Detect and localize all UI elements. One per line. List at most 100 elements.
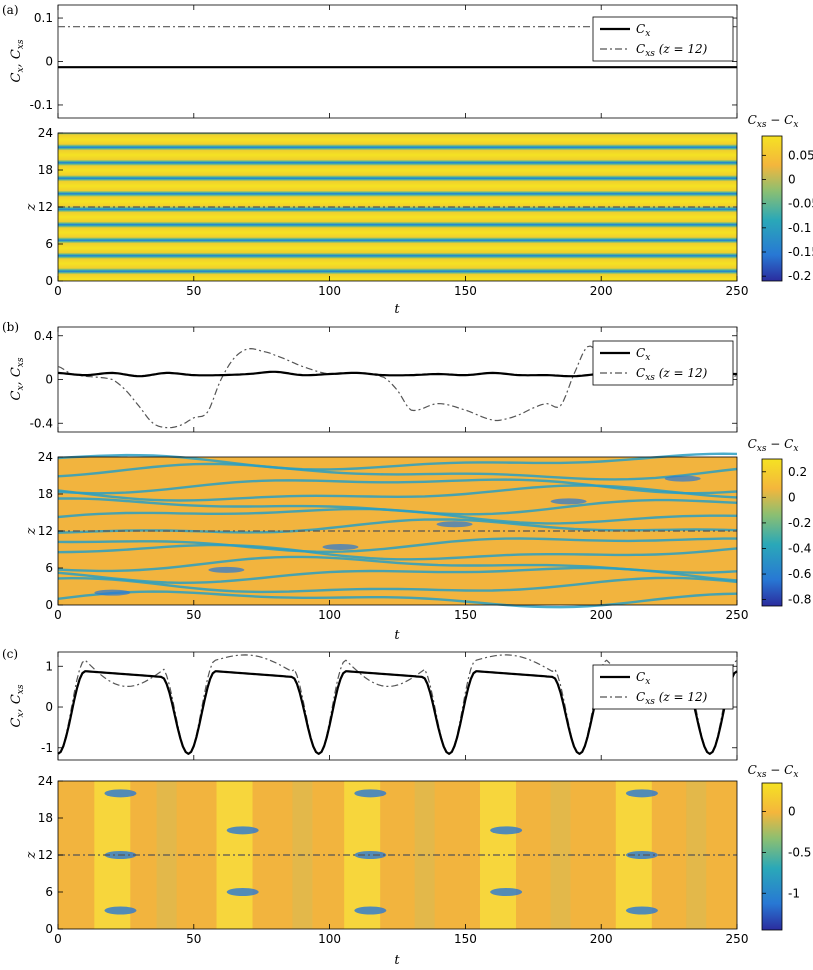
- colorbar-a-tick-label: 0.05: [788, 148, 813, 162]
- panel-c-line-ytick-label: -1: [41, 741, 53, 755]
- heatmap-b-streak: [57, 478, 738, 495]
- heatmap-b-streak: [57, 543, 738, 561]
- panel-a-heatmap-ytick-label: 12: [38, 200, 53, 214]
- panel-b-heatmap-ylabel: z: [24, 527, 39, 535]
- panel-a-heatmap-ytick-label: 24: [38, 126, 53, 140]
- colorbar-a-title: Cxs − Cx: [748, 113, 799, 130]
- panel-b-xlabel: t: [394, 628, 400, 643]
- panel-c-heatmap-xtick-label: 150: [454, 932, 477, 946]
- panel-a-heatmap-xtick-label: 100: [318, 284, 341, 298]
- heatmap-c-spot: [354, 851, 387, 859]
- panel-b-heatmap-ytick-label: 6: [45, 561, 53, 575]
- panel-b-heatmap-xtick-label: 200: [590, 608, 613, 622]
- heatmap-b-spot: [322, 544, 359, 551]
- panel-b-line-ytick-label: 0.4: [34, 329, 53, 343]
- panel-c-heatmap-ytick-label: 18: [38, 811, 53, 825]
- panel-c-heatmap-xtick-label: 0: [54, 932, 62, 946]
- panel-c-heatmap: 0 6 12 18 24 0 50 100 150 200 250 z t Cxs − Cx 0 -0…: [24, 763, 811, 968]
- panel-label-c: (c): [2, 647, 18, 661]
- panel-b-heatmap-xtick-label: 150: [454, 608, 477, 622]
- panel-a-xlabel: t: [394, 302, 400, 317]
- panel-b-line-ytick-label: -0.4: [30, 416, 53, 430]
- panel-b-heatmap: 0 6 12 18 24 0 50 100 150 200 250 z t Cxs − Cx 0.2…: [24, 437, 811, 643]
- colorbar-b-tick-label: -0.4: [788, 541, 811, 555]
- heatmap-b-spot: [94, 589, 131, 596]
- colorbar-b: [761, 458, 783, 607]
- panel-c-line-ytick-label: 0: [45, 700, 53, 714]
- heatmap-c-spot: [354, 906, 387, 915]
- panel-a-heatmap-ytick-label: 18: [38, 163, 53, 177]
- panel-a-legend: Cx Cxs (z = 12): [592, 16, 734, 62]
- colorbar-b-tick-label: 0: [788, 490, 796, 504]
- heatmap-b-streak: [57, 497, 738, 516]
- panel-c-legend: Cx Cxs (z = 12): [592, 664, 734, 710]
- colorbar-c-tick-label: -0.5: [788, 845, 811, 859]
- legend-cxs: Cxs (z = 12): [636, 690, 708, 707]
- colorbar-b-tick-label: 0.2: [788, 465, 807, 479]
- colorbar-a-tick-label: -0.1: [788, 221, 811, 235]
- panel-b-heatmap-xtick-label: 0: [54, 608, 62, 622]
- panel-c-line-ylabel: Cx, Cxs: [9, 684, 26, 727]
- panel-a-line-ylabel: Cx, Cxs: [9, 39, 26, 82]
- colorbar-c-tick-label: 0: [788, 805, 796, 819]
- panel-b-line-ytick-label: 0: [45, 373, 53, 387]
- panel-a-line-ytick-label: 0: [45, 55, 53, 69]
- panel-a-heatmap-xtick-label: 250: [726, 284, 749, 298]
- heatmap-c-spot: [226, 826, 259, 835]
- heatmap-c-band: [686, 781, 707, 929]
- series-cxs-line: [57, 345, 738, 429]
- panel-b-heatmap-xtick-label: 100: [318, 608, 341, 622]
- colorbar-c-tick-label: -1: [788, 886, 800, 900]
- heatmap-c-spot: [226, 888, 259, 896]
- panel-a-heatmap-ylabel: z: [24, 203, 39, 211]
- panel-a-heatmap-xtick-label: 0: [54, 284, 62, 298]
- panel-a-heatmap-ytick-label: 0: [45, 274, 53, 288]
- colorbar-b-tick-label: -0.6: [788, 567, 811, 581]
- colorbar-b-tick-label: -0.8: [788, 593, 811, 607]
- heatmap-b-streak: [57, 484, 738, 502]
- legend-cxs: Cxs (z = 12): [636, 366, 708, 383]
- panel-a-line-ytick-label: 0.1: [34, 11, 53, 25]
- panel-a-heatmap: 0 6 12 18 24 0 50 100 150 200 250 z t Cxs − Cx 0.0…: [24, 113, 813, 317]
- panel-b-line-ylabel: Cx, Cxs: [9, 357, 26, 400]
- colorbar-b-title: Cxs − Cx: [748, 437, 799, 454]
- panel-c-xlabel: t: [394, 953, 400, 968]
- heatmap-c-spot: [625, 906, 658, 915]
- panel-a-heatmap-xtick-label: 150: [454, 284, 477, 298]
- panel-b-heatmap-ytick-label: 18: [38, 487, 53, 501]
- colorbar-a-tick-label: -0.15: [788, 245, 813, 259]
- panel-label-b: (b): [2, 320, 19, 334]
- heatmap-b-streak: [57, 590, 738, 609]
- colorbar-a: [761, 135, 783, 282]
- panel-a-heatmap-xtick-label: 50: [186, 284, 201, 298]
- panel-c-heatmap-ytick-label: 0: [45, 922, 53, 936]
- legend-cxs: Cxs (z = 12): [636, 42, 708, 59]
- panel-c-line-ytick-label: 1: [45, 659, 53, 673]
- heatmap-c-spot: [490, 826, 523, 835]
- panel-c-heatmap-xtick-label: 100: [318, 932, 341, 946]
- panel-c-heatmap-ytick-label: 12: [38, 848, 53, 862]
- panel-b-heatmap-ytick-label: 12: [38, 524, 53, 538]
- heatmap-b-streak: [57, 462, 738, 481]
- panel-b-heatmap-xtick-label: 50: [186, 608, 201, 622]
- panel-c-heatmap-xtick-label: 50: [186, 932, 201, 946]
- heatmap-c-spot: [625, 851, 658, 859]
- colorbar-a-tick-label: 0: [788, 173, 796, 187]
- panel-a-line-ytick-label: -0.1: [30, 98, 53, 112]
- panel-b-line-chart: -0.4 0 0.4 Cx, Cxs Cx Cxs (z = 12): [9, 326, 738, 433]
- panel-c-line-chart: -1 0 1 Cx, Cxs Cx Cxs (z = 12): [9, 651, 738, 761]
- panel-b-heatmap-xtick-label: 250: [726, 608, 749, 622]
- heatmap-b-spot: [550, 498, 587, 505]
- heatmap-c-spot: [490, 888, 523, 896]
- panel-b-heatmap-ytick-label: 24: [38, 450, 53, 464]
- heatmap-b-streak: [57, 537, 737, 554]
- heatmap-b-spot: [436, 521, 473, 528]
- colorbar-c-title: Cxs − Cx: [748, 763, 799, 780]
- panel-a-heatmap-ytick-label: 6: [45, 237, 53, 251]
- panel-c-heatmap-xtick-label: 250: [726, 932, 749, 946]
- heatmap-b-streak: [57, 576, 738, 594]
- heatmap-c-spot: [625, 789, 658, 798]
- panel-b-heatmap-ytick-label: 0: [45, 598, 53, 612]
- colorbar-a-tick-label: -0.05: [788, 197, 813, 211]
